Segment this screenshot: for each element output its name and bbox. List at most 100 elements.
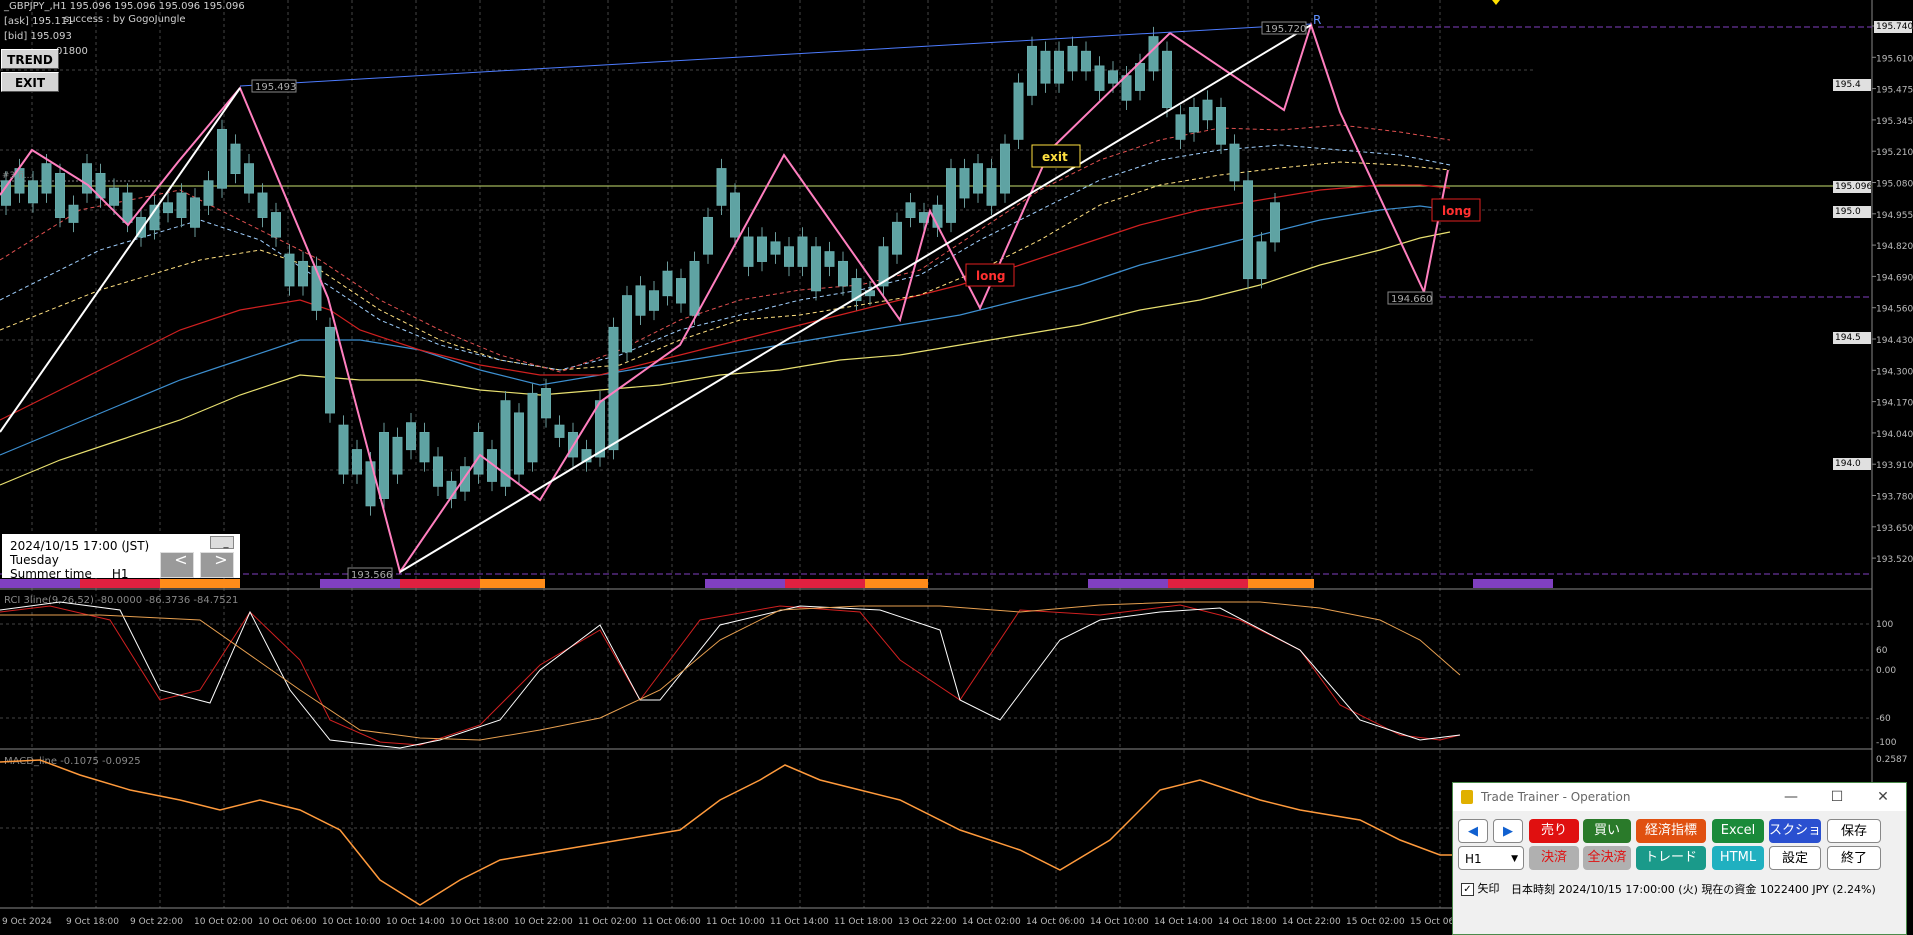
candle-body bbox=[1013, 82, 1024, 140]
time-tick-label: 11 Oct 06:00 bbox=[642, 917, 701, 927]
candle-body bbox=[838, 260, 848, 287]
price-tick-label: 194.040 bbox=[1876, 430, 1913, 440]
price-tick-label: 195.345 bbox=[1876, 117, 1913, 127]
credit-text: success : by GogoJungle bbox=[64, 14, 186, 25]
time-tick-label: 10 Oct 22:00 bbox=[514, 917, 573, 927]
time-tick-label: 10 Oct 14:00 bbox=[386, 917, 445, 927]
ema-yellow bbox=[0, 231, 1451, 486]
time-tick-label: 10 Oct 06:00 bbox=[258, 917, 317, 927]
candle-body bbox=[784, 246, 794, 267]
candle-body bbox=[554, 424, 565, 438]
settle-button[interactable]: 決済 bbox=[1529, 846, 1579, 870]
arrow-checkbox-row[interactable]: ✓ 矢印 bbox=[1461, 880, 1500, 896]
candle-body bbox=[82, 163, 92, 194]
candle-body bbox=[487, 449, 497, 482]
trend-line-white-2 bbox=[399, 24, 1312, 573]
candle-body bbox=[541, 388, 551, 419]
timeframe-select[interactable]: H1 ▼ bbox=[1458, 846, 1524, 870]
axes: 195.740 195.610 195.475 195.345 195.210 195.0… bbox=[2, 23, 1913, 927]
candle-body bbox=[514, 412, 524, 475]
checkbox-icon[interactable]: ✓ bbox=[1461, 882, 1474, 896]
candle-body bbox=[68, 204, 79, 223]
panel-prev-button[interactable]: ◀ bbox=[1458, 819, 1488, 843]
candle-body bbox=[892, 221, 902, 255]
candle-body bbox=[1148, 36, 1159, 72]
panel-next-button[interactable]: ▶ bbox=[1493, 819, 1523, 843]
time-tick-label: 11 Oct 14:00 bbox=[770, 917, 829, 927]
candle-body bbox=[635, 285, 646, 316]
trend-button[interactable]: TREND bbox=[1, 49, 59, 69]
candle-body bbox=[136, 216, 146, 238]
rci-tick-label: -100 bbox=[1876, 738, 1897, 748]
price-tick-label: 194.820 bbox=[1876, 242, 1913, 252]
save-button[interactable]: 保存 bbox=[1827, 819, 1881, 843]
datetime-text: 2024/10/15 17:00 (JST) bbox=[10, 539, 150, 553]
panel-title: Trade Trainer - Operation bbox=[1481, 790, 1631, 804]
candle-body bbox=[649, 290, 659, 311]
candle-body bbox=[824, 251, 835, 267]
extra-value: 01800 bbox=[56, 46, 88, 57]
minimize-button[interactable]: _ bbox=[210, 536, 234, 549]
candle-body bbox=[878, 246, 889, 287]
minimize-icon[interactable]: — bbox=[1784, 789, 1798, 805]
econ-button[interactable]: 経済指標 bbox=[1636, 819, 1706, 843]
candle-body bbox=[1081, 50, 1091, 72]
diamond-marker bbox=[1492, 0, 1500, 5]
macd-tick-label: 0.2587 bbox=[1876, 755, 1908, 765]
price-tick-label: 194.560 bbox=[1876, 305, 1913, 315]
ema-blue bbox=[0, 205, 1451, 456]
rci-red-line bbox=[0, 604, 1461, 746]
candle-body bbox=[1067, 45, 1078, 72]
session-bar bbox=[160, 579, 240, 588]
price-tick-label: 194.300 bbox=[1876, 367, 1913, 377]
html-button[interactable]: HTML bbox=[1712, 846, 1764, 870]
r-mark: R bbox=[1313, 13, 1321, 27]
quit-button[interactable]: 終了 bbox=[1827, 846, 1881, 870]
session-bar bbox=[1248, 579, 1314, 588]
session-bar bbox=[865, 579, 928, 588]
prev-bar-button[interactable]: < bbox=[160, 552, 194, 578]
close-icon[interactable]: ✕ bbox=[1877, 789, 1889, 805]
excel-button[interactable]: Excel bbox=[1712, 819, 1764, 843]
candle-body bbox=[986, 168, 997, 206]
settle-all-button[interactable]: 全決済 bbox=[1583, 846, 1631, 870]
candle-body bbox=[1243, 180, 1253, 280]
candle-body bbox=[1175, 114, 1186, 140]
session-bar bbox=[480, 579, 545, 588]
screenshot-button[interactable]: スクショ bbox=[1769, 819, 1821, 843]
candle-body bbox=[1054, 50, 1064, 84]
time-tick-label: 11 Oct 02:00 bbox=[578, 917, 637, 927]
time-tick-label: 14 Oct 10:00 bbox=[1090, 917, 1149, 927]
candle-body bbox=[1094, 65, 1105, 91]
next-bar-button[interactable]: > bbox=[200, 552, 234, 578]
maximize-icon[interactable]: ☐ bbox=[1830, 789, 1844, 805]
price-tick-label: 194.170 bbox=[1876, 399, 1913, 409]
buy-button[interactable]: 買い bbox=[1583, 819, 1631, 843]
session-bar bbox=[400, 579, 480, 588]
time-tick-label: 14 Oct 18:00 bbox=[1218, 917, 1277, 927]
candle-body bbox=[1, 180, 11, 206]
price-tag: 195.0 bbox=[1833, 206, 1871, 218]
status-text: 日本時刻 2024/10/15 17:00:00 (火) 現在の資金 10224… bbox=[1511, 883, 1876, 896]
session-bar bbox=[80, 579, 160, 588]
candle-body bbox=[406, 422, 416, 451]
chevron-down-icon: ▼ bbox=[1511, 854, 1518, 864]
exit-button[interactable]: EXIT bbox=[1, 72, 59, 92]
candle-body bbox=[905, 202, 916, 218]
candle-body bbox=[959, 168, 970, 199]
zigzag-label-bg bbox=[1387, 291, 1433, 305]
candle-body bbox=[1270, 202, 1280, 243]
candle-body bbox=[1000, 143, 1010, 194]
session-bars bbox=[0, 579, 1553, 588]
candle-body bbox=[595, 400, 605, 458]
sell-button[interactable]: 売り bbox=[1529, 819, 1579, 843]
candle-body bbox=[257, 192, 268, 218]
settings-button[interactable]: 設定 bbox=[1769, 846, 1821, 870]
symbol-info: _GBPJPY_,H1 195.096 195.096 195.096 195.… bbox=[4, 1, 245, 12]
trade-button[interactable]: トレード bbox=[1636, 846, 1706, 870]
price-tick-label: 193.520 bbox=[1876, 555, 1913, 565]
price-tick-label: 195.080 bbox=[1876, 180, 1913, 190]
zigzag-price-label: 193.566 bbox=[351, 570, 392, 581]
time-tick-label: 9 Oct 18:00 bbox=[66, 917, 119, 927]
